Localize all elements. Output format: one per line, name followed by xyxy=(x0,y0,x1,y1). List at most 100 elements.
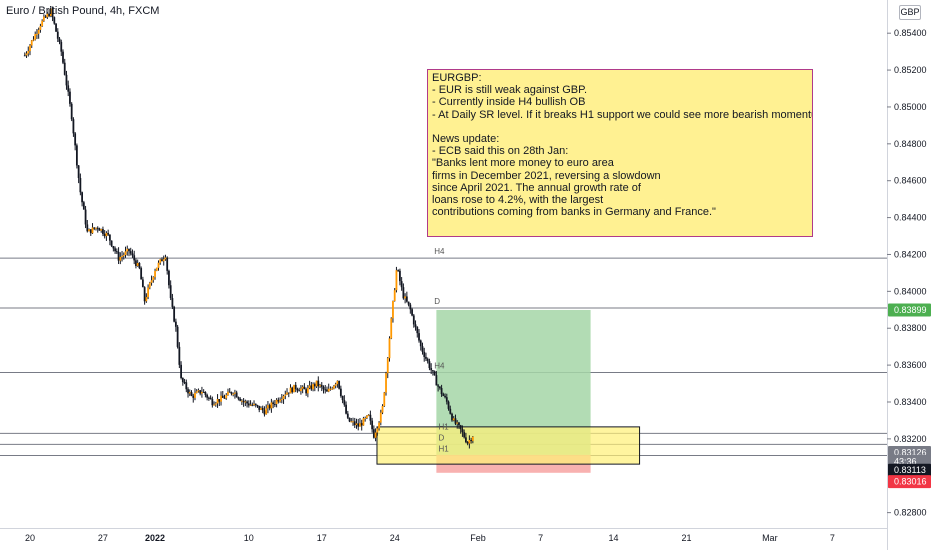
candle-body xyxy=(267,405,269,409)
candle-body xyxy=(353,421,356,426)
candle-body xyxy=(315,380,318,387)
candle-body xyxy=(442,394,445,396)
candle-body xyxy=(105,232,108,237)
candle-body xyxy=(282,395,285,400)
candle-body xyxy=(79,178,82,193)
candle-body xyxy=(386,358,389,374)
candle-body xyxy=(348,417,351,422)
candle-body xyxy=(131,253,134,256)
candle-body xyxy=(216,399,219,404)
candle-body xyxy=(366,415,368,418)
candle-body xyxy=(234,392,236,394)
candle-body xyxy=(206,394,209,398)
candle-body xyxy=(136,262,139,266)
candle-body xyxy=(416,326,419,334)
candle-body xyxy=(48,13,51,16)
candle-body xyxy=(333,385,335,389)
x-tick-label: Mar xyxy=(762,533,778,543)
candle-body xyxy=(404,296,407,299)
candle-body xyxy=(218,399,221,402)
candle-body xyxy=(385,373,387,393)
x-tick-label: 10 xyxy=(244,533,254,543)
y-tick-label: 0.84000 xyxy=(894,286,927,296)
candle-body xyxy=(169,285,172,299)
candle-body xyxy=(82,202,85,210)
candle-body xyxy=(194,392,196,398)
candle-body xyxy=(270,402,273,409)
candle-body xyxy=(86,224,89,232)
currency-button[interactable]: GBP xyxy=(899,5,921,20)
x-tick-label: 20 xyxy=(25,533,35,543)
candle-body xyxy=(36,33,38,35)
candle-body xyxy=(202,391,205,393)
candle-body xyxy=(280,399,283,401)
candle-body xyxy=(49,8,52,16)
level-label: H4 xyxy=(434,361,445,370)
candle-body xyxy=(74,133,77,146)
candle-body xyxy=(360,423,363,426)
candle-body xyxy=(30,40,33,46)
candle-body xyxy=(432,370,434,372)
candle-body xyxy=(289,387,292,394)
candle-body xyxy=(166,257,169,271)
level-label: D xyxy=(438,433,444,442)
candle-body xyxy=(445,397,448,402)
candle-body xyxy=(34,34,37,40)
candle-body xyxy=(470,440,473,442)
candle-body xyxy=(409,304,412,310)
candle-body xyxy=(263,410,266,415)
candle-body xyxy=(192,395,195,398)
candle-body xyxy=(126,248,129,252)
candles xyxy=(23,6,474,449)
candle-body xyxy=(451,413,453,421)
candle-body xyxy=(376,428,379,433)
candle-body xyxy=(258,405,261,410)
candle-body xyxy=(331,388,334,390)
level-label: H1 xyxy=(438,444,449,453)
candle-body xyxy=(411,309,413,316)
candle-body xyxy=(181,377,184,383)
candle-body xyxy=(379,412,382,423)
candle-body xyxy=(286,392,288,395)
candle-body xyxy=(273,404,276,406)
x-tick-label: 27 xyxy=(98,533,108,543)
candle-body xyxy=(69,91,71,104)
candle-body xyxy=(75,145,78,166)
candle-body xyxy=(155,267,158,271)
candle-body xyxy=(199,390,202,394)
candle-body xyxy=(412,315,415,325)
candle-body xyxy=(444,395,446,398)
price-badge-label: 0.83113 xyxy=(894,465,926,475)
candle-body xyxy=(308,385,311,389)
candle-body xyxy=(128,248,130,252)
candle-body xyxy=(46,13,49,18)
candle-body xyxy=(98,228,101,231)
candle-body xyxy=(178,346,181,365)
candle-body xyxy=(256,405,259,407)
candle-body xyxy=(463,432,466,438)
candle-body xyxy=(320,384,323,387)
candle-body xyxy=(223,397,226,399)
y-tick-label: 0.83800 xyxy=(894,323,927,333)
candle-body xyxy=(119,256,122,261)
candle-body xyxy=(108,234,111,241)
y-tick-label: 0.84600 xyxy=(894,176,927,186)
candle-body xyxy=(362,418,365,426)
candle-body xyxy=(426,358,429,362)
candle-body xyxy=(393,290,396,302)
candle-body xyxy=(185,382,188,390)
candle-body xyxy=(239,398,242,401)
chart-title: Euro / British Pound, 4h, FXCM xyxy=(6,5,160,17)
candle-body xyxy=(176,326,179,347)
candle-body xyxy=(240,400,243,402)
candle-body xyxy=(103,233,106,237)
candle-body xyxy=(122,255,125,257)
candle-body xyxy=(329,388,332,390)
candle-body xyxy=(143,287,146,302)
candle-body xyxy=(414,324,417,327)
candle-body xyxy=(374,432,377,438)
order-block[interactable] xyxy=(376,426,641,465)
note-box[interactable]: EURGBP: - EUR is still weak against GBP.… xyxy=(427,69,813,237)
